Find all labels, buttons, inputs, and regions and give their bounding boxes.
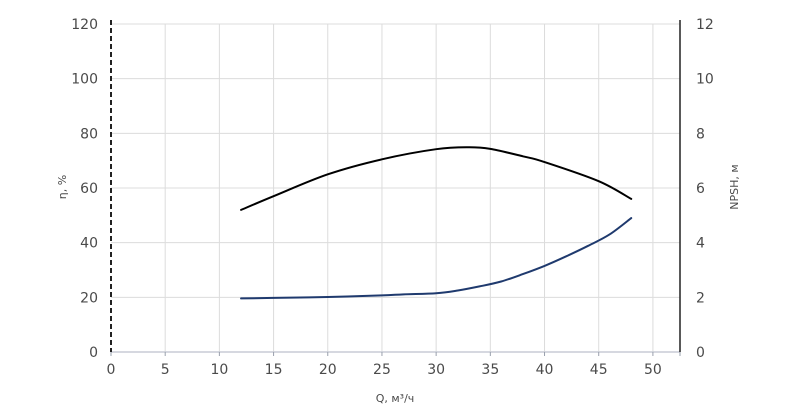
grid [111,23,680,352]
y-left-tick-label: 120 [71,17,98,33]
y-left-tick-label: 80 [80,126,98,142]
y-right-tick-label: 6 [696,181,705,197]
y-axis-left-title: η, % [56,175,69,199]
y-right-tick-label: 4 [696,236,705,252]
y-right-tick-label: 2 [696,290,705,306]
y-right-tick-label: 0 [696,345,705,361]
axes [110,20,681,356]
y-right-tick-label: 12 [696,17,714,33]
x-tick-label: 0 [107,362,116,378]
y-right-tick-label: 10 [696,72,714,88]
x-tick-label: 15 [265,362,283,378]
y-left-tick-label: 100 [71,72,98,88]
x-axis-title: Q, м³/ч [376,392,415,405]
y-left-tick-label: 0 [89,345,98,361]
y-left-tick-label: 40 [80,236,98,252]
x-tick-label: 50 [644,362,662,378]
y-right-tick-label: 8 [696,126,705,142]
x-tick-label: 10 [210,362,228,378]
y-left-tick-label: 20 [80,290,98,306]
x-tick-label: 45 [590,362,608,378]
efficiency-curve [240,146,633,211]
series-layer [240,146,633,300]
x-tick-label: 30 [427,362,445,378]
y-left-tick-label: 60 [80,181,98,197]
tick-labels: 0 5 10 15 20 25 30 35 40 45 50 0 20 40 60 80 100 120 0 2 4 6 8… [71,17,714,378]
x-tick-label: 35 [481,362,499,378]
y-axis-right-title: NPSH, м [728,164,741,209]
x-tick-label: 5 [161,362,170,378]
x-tick-label: 25 [373,362,391,378]
x-tick-label: 20 [319,362,337,378]
npsh-curve [240,217,633,300]
x-tick-label: 40 [536,362,554,378]
